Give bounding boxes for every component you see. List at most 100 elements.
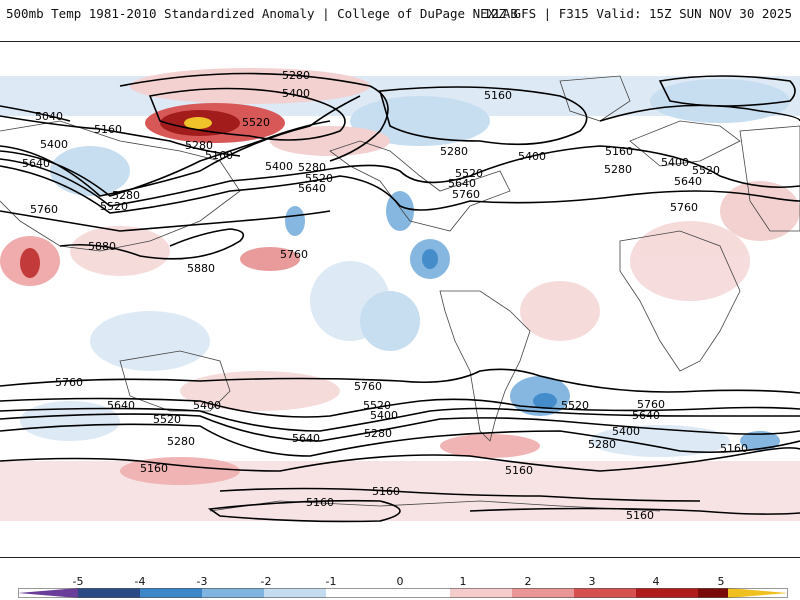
anomaly-shading bbox=[0, 68, 800, 521]
colorbar-tick: 1 bbox=[459, 575, 467, 588]
colorbar-tick: 2 bbox=[524, 575, 532, 588]
contour-label: 5280 bbox=[282, 69, 310, 82]
contour-label: 5400 bbox=[40, 138, 68, 151]
contour-label: 5280 bbox=[298, 161, 326, 174]
contour-5640-s bbox=[0, 397, 800, 418]
contour-label: 5520 bbox=[561, 399, 589, 412]
colorbar-tick: -3 bbox=[196, 575, 208, 588]
contour-label: 5400 bbox=[612, 425, 640, 438]
coastline-africa bbox=[619, 230, 741, 372]
contour-label: 5160 bbox=[626, 509, 654, 522]
contour-label: 5760 bbox=[280, 248, 308, 261]
contour-5760-s bbox=[0, 368, 800, 394]
contour-5160-s3 bbox=[207, 499, 401, 523]
contour-label: 5520 bbox=[100, 200, 128, 213]
contour-label: 5640 bbox=[448, 177, 476, 190]
contour-label: 5160 bbox=[94, 123, 122, 136]
coastline-asia-east bbox=[739, 125, 800, 232]
colorbar-tip-right bbox=[728, 588, 788, 598]
colorbar-segment bbox=[202, 588, 264, 598]
coastlines bbox=[0, 75, 800, 512]
contour-label: 5760 bbox=[670, 201, 698, 214]
contour-label: 5040 bbox=[35, 110, 63, 123]
contour-label: 5520 bbox=[242, 116, 270, 129]
colorbar-segment bbox=[512, 588, 574, 598]
contour-5880 bbox=[59, 228, 245, 260]
colorbar-tick: 5 bbox=[717, 575, 725, 588]
shade-region bbox=[650, 79, 790, 123]
contour-5160-top bbox=[378, 86, 588, 146]
contour-5400-n bbox=[0, 95, 361, 197]
colorbar-tick: -4 bbox=[134, 575, 146, 588]
colorbar-tick: -1 bbox=[325, 575, 337, 588]
shade-region bbox=[590, 425, 730, 457]
contour-label: 5640 bbox=[107, 399, 135, 412]
contour-5520-s bbox=[0, 407, 800, 432]
shade-region bbox=[720, 181, 800, 241]
contour-label: 5160 bbox=[720, 442, 748, 455]
shade-region bbox=[740, 431, 780, 451]
colorbar-tip-left bbox=[18, 588, 78, 598]
contour-label: 5160 bbox=[140, 462, 168, 475]
contour-label: 5760 bbox=[354, 380, 382, 393]
colorbar bbox=[18, 588, 788, 598]
colorbar-segment bbox=[450, 588, 512, 598]
contour-5040 bbox=[0, 105, 71, 122]
colorbar-segment bbox=[140, 588, 202, 598]
contour-5160-n bbox=[0, 115, 241, 157]
contour-label: 5640 bbox=[22, 157, 50, 170]
map-title: 500mb Temp 1981-2010 Standardized Anomal… bbox=[6, 6, 518, 21]
shade-region bbox=[50, 146, 130, 196]
contour-label: 5520 bbox=[153, 413, 181, 426]
contour-5520-n bbox=[0, 145, 800, 207]
contour-label: 5640 bbox=[292, 432, 320, 445]
contour-label: 5400 bbox=[370, 409, 398, 422]
colorbar-segment bbox=[78, 588, 140, 598]
contour-label: 5760 bbox=[452, 188, 480, 201]
shade-region bbox=[20, 401, 120, 441]
coastline-antarctica bbox=[209, 500, 661, 512]
model-run-info: 12Z GFS | F315 Valid: 15Z SUN NOV 30 202… bbox=[483, 6, 792, 21]
coastline-greenland bbox=[559, 75, 631, 122]
contour-label: 5400 bbox=[282, 87, 310, 100]
coastline-europe bbox=[629, 120, 741, 167]
shade-region bbox=[270, 126, 390, 156]
shade-region bbox=[90, 311, 210, 371]
colorbar-segment bbox=[326, 588, 388, 598]
contour-label: 5880 bbox=[187, 262, 215, 275]
contour-label: 5160 bbox=[372, 485, 400, 498]
coastline-asia bbox=[0, 120, 241, 252]
contour-label: 5640 bbox=[674, 175, 702, 188]
contour-5160-s4 bbox=[469, 507, 800, 515]
contour-5160-s2 bbox=[219, 487, 701, 502]
contour-label: 5760 bbox=[30, 203, 58, 216]
contour-label: 5400 bbox=[193, 399, 221, 412]
colorbar-tick: -5 bbox=[72, 575, 84, 588]
contour-5640-n bbox=[0, 165, 800, 214]
contour-label: 5400 bbox=[265, 160, 293, 173]
colorbar-segment bbox=[388, 588, 450, 598]
contour-label: 5280 bbox=[185, 139, 213, 152]
contour-label: 5160 bbox=[205, 149, 233, 162]
shade-region bbox=[386, 191, 414, 231]
shade-region bbox=[184, 117, 212, 129]
contour-label: 5280 bbox=[440, 145, 468, 158]
colorbar-segment bbox=[574, 588, 636, 598]
shade-region bbox=[240, 247, 300, 271]
contour-5280-ring bbox=[148, 87, 346, 141]
coastline-south-america bbox=[439, 290, 531, 442]
contour-label: 5760 bbox=[55, 376, 83, 389]
contour-label: 5160 bbox=[605, 145, 633, 158]
contour-label: 5400 bbox=[518, 150, 546, 163]
contour-label: 5640 bbox=[632, 409, 660, 422]
contour-5160-ne bbox=[658, 75, 796, 107]
colorbar-segment bbox=[698, 588, 728, 598]
contour-label: 5280 bbox=[588, 438, 616, 451]
anomaly-map[interactable]: 5280 5400 5040 5160 5520 5280 5160 5400 … bbox=[0, 41, 800, 558]
shade-region bbox=[422, 249, 438, 269]
contour-5160-s bbox=[0, 447, 800, 472]
contour-label: 5640 bbox=[298, 182, 326, 195]
shade-region bbox=[520, 281, 600, 341]
contour-label: 5280 bbox=[604, 163, 632, 176]
colorbar-tick: 0 bbox=[396, 575, 404, 588]
